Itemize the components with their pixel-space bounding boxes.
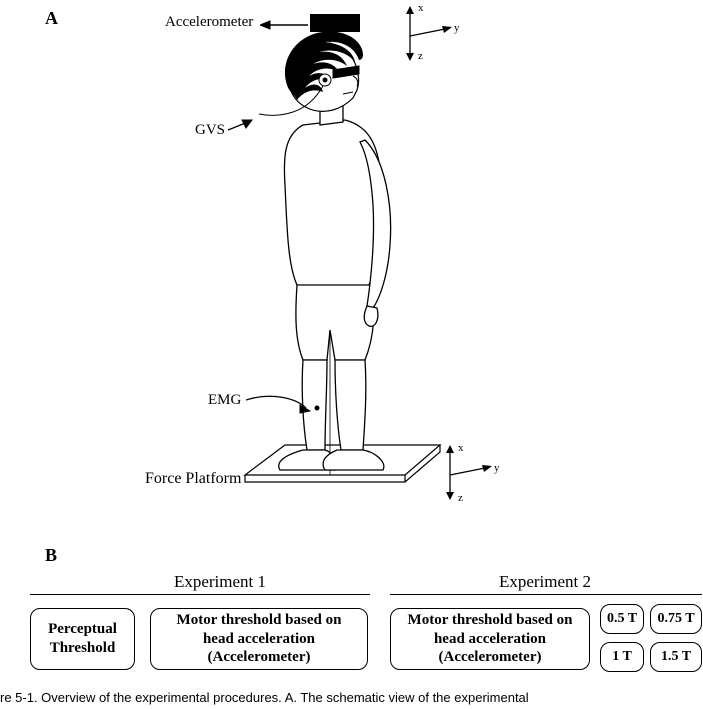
gvs-arrow-icon bbox=[228, 118, 256, 134]
axis-top-x: x bbox=[418, 2, 424, 14]
exp1-title: Experiment 1 bbox=[75, 572, 365, 592]
axes-bottom-icon bbox=[440, 445, 510, 505]
exp2-level-d: 1.5 T bbox=[650, 642, 702, 672]
exp1-motor-box: Motor threshold based on head accelerati… bbox=[150, 608, 368, 670]
exp2-level-c: 1 T bbox=[600, 642, 644, 672]
exp1-perceptual-box: Perceptual Threshold bbox=[30, 608, 135, 670]
force-platform-label: Force Platform bbox=[145, 470, 241, 488]
accelerometer-arrow-icon bbox=[260, 20, 308, 30]
emg-label: EMG bbox=[208, 392, 241, 409]
gvs-label: GVS bbox=[195, 122, 225, 139]
exp2-level-a: 0.5 T bbox=[600, 604, 644, 634]
panel-b-label: B bbox=[45, 545, 57, 566]
exp1-rule bbox=[30, 594, 370, 595]
axis-bot-x: x bbox=[458, 442, 464, 454]
exp2-level-b: 0.75 T bbox=[650, 604, 702, 634]
figure-caption: re 5-1. Overview of the experimental pro… bbox=[0, 690, 529, 705]
exp2-rule bbox=[390, 594, 702, 595]
accelerometer-label: Accelerometer bbox=[165, 14, 253, 31]
axis-bot-y: y bbox=[494, 462, 500, 474]
emg-arrow-icon bbox=[246, 392, 311, 414]
exp2-title: Experiment 2 bbox=[430, 572, 660, 592]
panel-a-label: A bbox=[45, 8, 58, 29]
exp2-motor-box: Motor threshold based on head accelerati… bbox=[390, 608, 590, 670]
axis-bot-z: z bbox=[458, 492, 463, 504]
